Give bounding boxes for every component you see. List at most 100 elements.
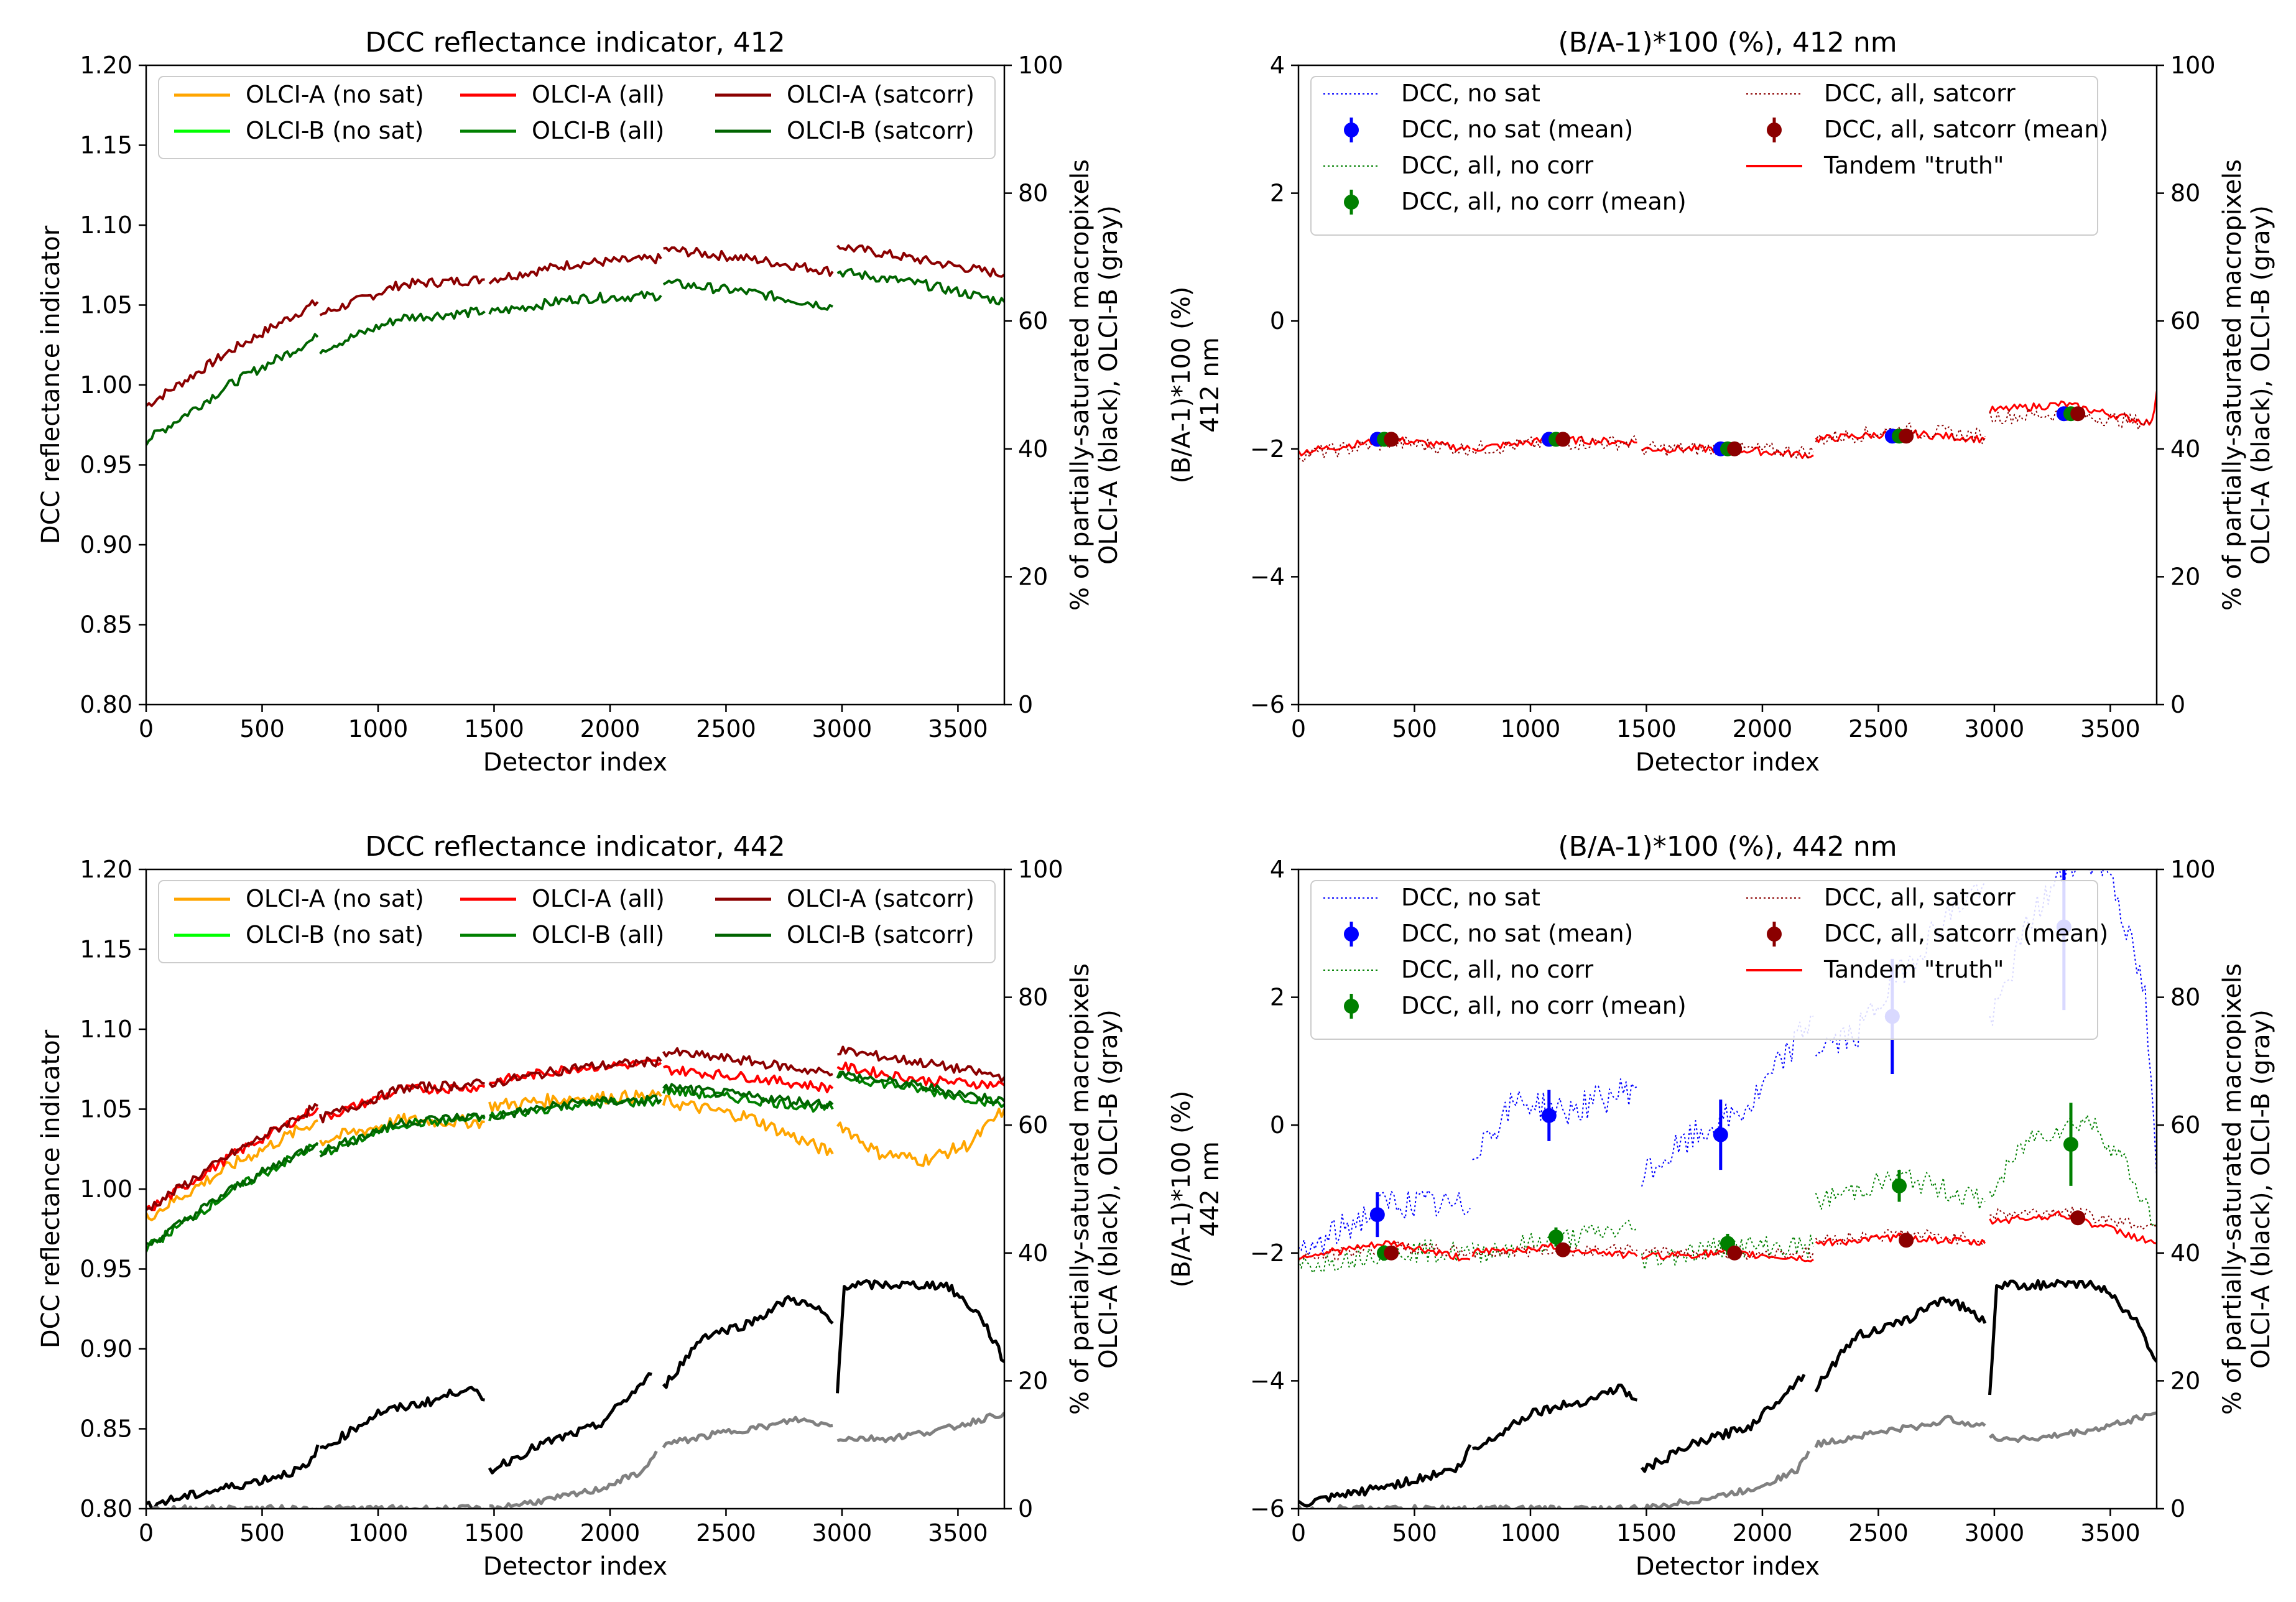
x-tick-label: 2000	[1733, 715, 1793, 743]
legend-marker	[1767, 927, 1782, 942]
legend-item: OLCI-B (satcorr)	[715, 921, 974, 948]
legend-label: OLCI-A (all)	[532, 81, 665, 108]
legend-label: DCC, no sat (mean)	[1401, 116, 1633, 143]
legend-label: DCC, no sat (mean)	[1401, 920, 1633, 947]
y2-tick-label: 80	[2170, 180, 2200, 207]
y-tick-label: −6	[1250, 1495, 1285, 1522]
y-tick-label: 1.05	[80, 292, 132, 319]
legend-marker	[1344, 123, 1359, 137]
y2-tick-label: 100	[2170, 52, 2216, 79]
y2-axis-label: % of partially-saturated macropixels	[2218, 159, 2247, 611]
plot-frame	[1297, 868, 2158, 1510]
legend-item: OLCI-A (satcorr)	[715, 81, 974, 108]
panel-dcc-442: 0 500 1000 1500 2000 2500 3000 35000.800.850.90…	[37, 831, 1123, 1581]
y-tick-label: 1.05	[80, 1096, 132, 1123]
y2-tick-label: 0	[2170, 691, 2185, 718]
legend-label: DCC, no sat	[1401, 80, 1540, 107]
y-tick-label: 0	[1270, 1111, 1285, 1139]
series-line-segment	[146, 299, 319, 407]
points-dcc-all-satcorr-mean-	[1384, 1210, 2086, 1261]
y-axis-label: 412 nm	[1196, 337, 1224, 432]
legend-box	[158, 880, 996, 963]
series-olci-a-satcorr-	[146, 244, 1004, 407]
y-tick-label: 1.20	[80, 856, 132, 883]
legend-item: DCC, no sat (mean)	[1344, 116, 1633, 143]
x-tick-label: 2500	[1848, 715, 1909, 743]
series-olci-a-satcorr-	[146, 1045, 1004, 1211]
chart-title: (B/A-1)*100 (%), 412 nm	[1558, 27, 1897, 58]
series-line-segment	[662, 1083, 834, 1109]
legend-item: OLCI-A (no sat)	[174, 81, 424, 108]
series-line-segment	[836, 1061, 1004, 1090]
series-line-segment	[489, 1059, 662, 1085]
legend-label: DCC, all, no corr	[1401, 152, 1594, 179]
series-olci-b-sat	[146, 1412, 1004, 1509]
legend-item: DCC, all, no corr	[1323, 152, 1594, 179]
y2-tick-label: 60	[1018, 1111, 1048, 1139]
x-tick-label: 1500	[464, 1519, 524, 1547]
y-tick-label: 0.90	[80, 531, 132, 558]
y2-axis-label: OLCI-A (black), OLCI-B (gray)	[1095, 205, 1123, 565]
legend-marker	[1344, 999, 1359, 1014]
legend-item: DCC, all, no corr	[1323, 956, 1594, 983]
series-line-segment	[1298, 1240, 1471, 1262]
series-olci-b-satcorr-	[146, 267, 1004, 446]
series-line-segment	[1641, 1014, 1814, 1187]
mean-point	[1384, 432, 1399, 447]
plot-frame	[145, 64, 1006, 706]
legend-item: OLCI-B (no sat)	[174, 921, 424, 948]
x-tick-label: 1500	[1616, 715, 1677, 743]
legend: OLCI-A (no sat) OLCI-B (no sat) OLCI-A (al…	[158, 76, 996, 159]
plot-frame	[1297, 64, 2158, 706]
mean-point	[1899, 1233, 1914, 1248]
y-tick-label: 4	[1270, 52, 1285, 79]
series-line-segment	[836, 1279, 1004, 1394]
series-line-segment	[836, 244, 1004, 278]
legend-item: OLCI-B (all)	[460, 117, 664, 144]
x-tick-label: 0	[1291, 1519, 1306, 1547]
x-tick-label: 3000	[1965, 715, 2025, 743]
legend-item: DCC, all, satcorr	[1746, 884, 2016, 911]
legend-item: DCC, all, no corr (mean)	[1344, 992, 1687, 1019]
legend-marker	[1767, 123, 1782, 137]
x-axis-label: Detector index	[483, 748, 667, 777]
x-tick-label: 1500	[464, 715, 524, 743]
series-line-segment	[1298, 1189, 1471, 1255]
y-tick-label: 1.15	[80, 132, 132, 159]
x-tick-label: 3500	[928, 715, 988, 743]
series-olci-a-sat	[1298, 1279, 2157, 1507]
legend-label: OLCI-A (all)	[532, 885, 665, 912]
mean-point	[1892, 1178, 1907, 1193]
legend-item: OLCI-A (satcorr)	[715, 885, 974, 912]
series-line-segment	[1471, 1242, 1638, 1259]
panel-ratio-442: 0 500 1000 1500 2000 2500 3000 3500−6−4−2024020…	[1167, 831, 2275, 1581]
x-tick-label: 1000	[1501, 1519, 1561, 1547]
y-tick-label: 4	[1270, 856, 1285, 883]
legend-box	[1310, 76, 2098, 236]
x-tick-label: 0	[139, 715, 154, 743]
chart-title: (B/A-1)*100 (%), 442 nm	[1558, 831, 1897, 863]
x-tick-label: 2000	[580, 715, 641, 743]
y2-tick-label: 40	[2170, 1239, 2200, 1267]
y-tick-label: −6	[1250, 691, 1285, 718]
legend-item: OLCI-B (no sat)	[174, 117, 424, 144]
mean-point	[1555, 1242, 1571, 1257]
series-line-segment	[146, 1444, 320, 1509]
legend-item: Tandem "truth"	[1746, 152, 2004, 179]
x-axis-label: Detector index	[483, 1552, 667, 1581]
series-line-segment	[1471, 1243, 1638, 1258]
series-line-segment	[488, 1096, 662, 1122]
x-tick-label: 3500	[2080, 1519, 2141, 1547]
series-line-segment	[836, 1070, 1004, 1104]
mean-point	[2063, 1137, 2078, 1152]
legend-label: OLCI-B (no sat)	[246, 921, 424, 948]
y-tick-label: 2	[1270, 180, 1285, 207]
y-axis-label: DCC reflectance indicator	[37, 1029, 65, 1348]
legend-item: Tandem "truth"	[1746, 956, 2004, 983]
y-axis-label: (B/A-1)*100 (%)	[1167, 287, 1196, 484]
y-tick-label: 0.95	[80, 1256, 132, 1283]
x-tick-label: 0	[139, 1519, 154, 1547]
x-tick-label: 1000	[348, 715, 409, 743]
series-dcc-all-satcorr	[1298, 1206, 2157, 1261]
legend-box	[1310, 880, 2098, 1040]
